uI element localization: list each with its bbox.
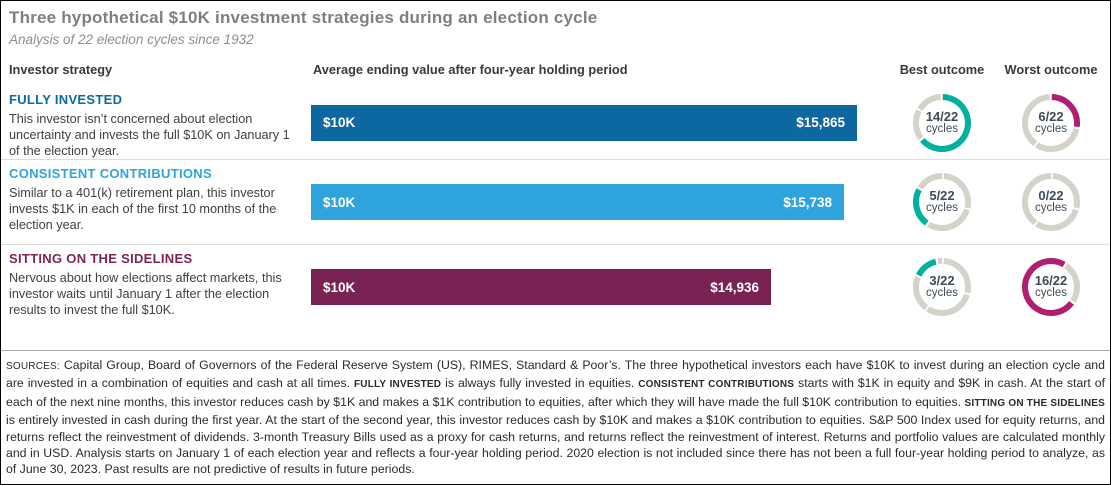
strategy-description: This investor isn’t concerned about elec… [9, 112, 290, 158]
sitting-on-the-sidelines-bar: $10K $14,936 [311, 269, 771, 305]
cycle-fraction: 14/22 [925, 108, 959, 124]
row-consistent-contributions: CONSISTENT CONTRIBUTIONS Similar to a 40… [1, 159, 1110, 244]
worst-outcome-donut: 0/22 cycles [1021, 172, 1081, 232]
bar-start-value: $10K [323, 279, 356, 295]
best-outcome-donut: 14/22 cycles [912, 92, 972, 153]
footnote-term: FULLY INVESTED [353, 379, 442, 391]
strategy-rows: FULLY INVESTED This investor isn’t conce… [1, 86, 1110, 329]
cycle-unit: cycles [926, 202, 958, 214]
footnote-text: starts with $1K in equity and $9K in cas… [6, 376, 1105, 409]
cycle-fraction: 3/22 [929, 273, 955, 288]
cycle-fraction: 16/22 [1034, 273, 1068, 288]
donut-label: 0/22 cycles [1021, 172, 1081, 232]
strategy-name: CONSISTENT CONTRIBUTIONS [9, 166, 212, 181]
donut-label: 16/22 cycles [1021, 257, 1081, 317]
strategy-text-cell: CONSISTENT CONTRIBUTIONS Similar to a 40… [9, 160, 301, 233]
footnote-term: CONSISTENT CONTRIBUTIONS [638, 379, 795, 391]
best-outcome-cell: 3/22 cycles [888, 257, 996, 317]
column-headers: Investor strategy Average ending value a… [1, 62, 1110, 77]
best-outcome-cell: 5/22 cycles [888, 172, 996, 232]
donut-label: 14/22 cycles [912, 93, 972, 153]
bar-cell: $10K $14,936 [311, 269, 888, 305]
cycle-fraction: 6/22 [1038, 108, 1064, 124]
cycle-donut-chart [1022, 172, 1080, 231]
bar-cell: $10K $15,865 [311, 104, 888, 141]
strategy-text-cell: FULLY INVESTED This investor isn’t conce… [9, 86, 301, 159]
strategy-text-cell: SITTING ON THE SIDELINES Nervous about h… [9, 245, 301, 318]
cycle-fraction: 0/22 [1038, 188, 1064, 203]
strategy-description: Nervous about how elections affect marke… [9, 271, 282, 317]
donut-label: 6/22 cycles [1021, 93, 1081, 153]
worst-outcome-donut: 6/22 cycles [1021, 92, 1081, 153]
cycle-donut-chart [1022, 258, 1080, 316]
cycle-unit: cycles [926, 287, 958, 299]
page-subtitle: Analysis of 22 election cycles since 193… [9, 32, 254, 47]
best-outcome-cell: 14/22 cycles [888, 92, 996, 153]
cycle-unit: cycles [1035, 122, 1067, 135]
cycle-unit: cycles [1035, 202, 1067, 214]
row-sitting-on-the-sidelines: SITTING ON THE SIDELINES Nervous about h… [1, 244, 1110, 329]
strategy-description: Similar to a 401(k) retirement plan, thi… [9, 186, 277, 232]
cycle-donut-chart [913, 257, 971, 316]
best-outcome-donut: 3/22 cycles [912, 257, 972, 317]
cycle-unit: cycles [1035, 287, 1067, 299]
column-header-best-outcome: Best outcome [899, 62, 985, 77]
bar-end-value: $14,936 [710, 279, 759, 295]
best-outcome-donut: 5/22 cycles [912, 172, 972, 232]
consistent-contributions-bar: $10K $15,738 [311, 184, 844, 220]
strategy-name: FULLY INVESTED [9, 92, 123, 107]
donut-label: 3/22 cycles [912, 257, 972, 317]
cycle-unit: cycles [926, 122, 958, 135]
bar-end-value: $15,738 [783, 194, 832, 210]
footnote-term: SOURCES: [6, 361, 60, 372]
fully-invested-bar: $10K $15,865 [311, 104, 857, 141]
worst-outcome-cell: 16/22 cycles [996, 257, 1106, 317]
cycle-fraction: 5/22 [929, 188, 955, 203]
column-header-investor-strategy: Investor strategy [9, 62, 113, 77]
bar-start-value: $10K [323, 194, 356, 210]
cycle-donut-chart [913, 92, 971, 152]
row-fully-invested: FULLY INVESTED This investor isn’t conce… [1, 86, 1110, 159]
footnote-text: is entirely invested in cash during the … [6, 413, 1105, 477]
footnote-sources: SOURCES: Capital Group, Board of Governo… [1, 350, 1110, 484]
footnote-text: is always fully invested in equities. [441, 376, 639, 391]
strategy-name: SITTING ON THE SIDELINES [9, 251, 193, 266]
footnote-term: SITTING ON THE SIDELINES [964, 397, 1105, 409]
donut-label: 5/22 cycles [912, 172, 972, 232]
cycle-donut-chart [913, 172, 971, 231]
bar-end-value: $15,865 [796, 115, 845, 130]
column-header-average-ending-value: Average ending value after four-year hol… [313, 62, 628, 77]
footnote-text: Capital Group, Board of Governors of the… [6, 358, 1105, 391]
column-header-worst-outcome: Worst outcome [1004, 62, 1098, 77]
bar-start-value: $10K [323, 115, 356, 130]
bar-cell: $10K $15,738 [311, 184, 888, 220]
cycle-donut-chart [1022, 92, 1081, 152]
page-title: Three hypothetical $10K investment strat… [9, 8, 598, 27]
worst-outcome-donut: 16/22 cycles [1021, 257, 1081, 317]
worst-outcome-cell: 6/22 cycles [996, 92, 1106, 153]
worst-outcome-cell: 0/22 cycles [996, 172, 1106, 232]
